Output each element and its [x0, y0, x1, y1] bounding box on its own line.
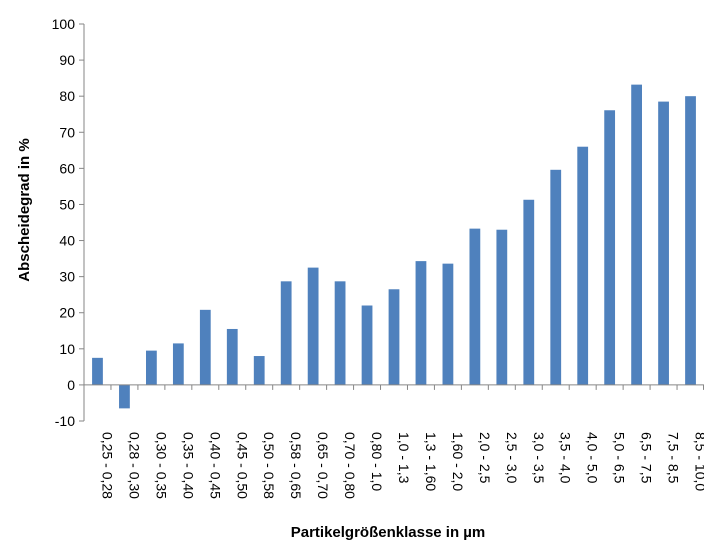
bar — [577, 146, 589, 385]
x-tick-label: 2,0 - 2,5 — [477, 432, 493, 484]
bar — [523, 199, 535, 385]
bar — [469, 228, 481, 385]
y-tick-label: 80 — [59, 88, 75, 104]
bar — [226, 328, 238, 385]
bar — [253, 356, 265, 385]
x-tick-label: 0,58 - 0,65 — [288, 432, 304, 499]
bar — [496, 229, 508, 385]
x-tick-label: 8,5 - 10,0 — [693, 432, 704, 491]
bar — [92, 357, 103, 385]
y-tick-label: 70 — [59, 124, 75, 140]
x-tick-label: 6,5 - 7,5 — [639, 432, 655, 484]
bar — [146, 350, 157, 385]
x-tick-label: 0,45 - 0,50 — [234, 432, 250, 499]
y-tick-label: 50 — [59, 196, 75, 212]
y-tick-label: 30 — [59, 269, 75, 285]
x-tick-label: 0,30 - 0,35 — [153, 432, 169, 499]
bar — [550, 169, 562, 385]
bar — [442, 263, 454, 385]
bar — [685, 96, 696, 385]
x-tick-label: 0,80 - 1,0 — [369, 432, 385, 491]
bar — [604, 110, 616, 385]
x-tick-label: 4,0 - 5,0 — [585, 432, 601, 484]
bar — [415, 261, 427, 385]
x-tick-label: 0,28 - 0,30 — [126, 432, 142, 499]
x-tick-label: 1,0 - 1,3 — [396, 432, 412, 484]
x-axis-title: Partikelgrößenklasse in µm — [291, 524, 486, 541]
x-tick-label: 3,0 - 3,5 — [531, 432, 547, 484]
y-tick-label: 20 — [59, 305, 75, 321]
x-tick-label: 0,65 - 0,70 — [315, 432, 331, 499]
bar — [172, 343, 184, 385]
y-tick-label: 60 — [59, 160, 75, 176]
x-tick-label: 0,70 - 0,80 — [342, 432, 358, 499]
x-tick-label: 3,5 - 4,0 — [558, 432, 574, 484]
y-tick-label: 0 — [67, 377, 75, 393]
y-tick-label: 10 — [59, 341, 75, 357]
bar — [361, 305, 373, 385]
bar — [199, 309, 211, 385]
x-tick-label: 1,3 - 1,60 — [423, 432, 439, 491]
x-tick-label: 0,35 - 0,40 — [180, 432, 196, 499]
bar — [119, 384, 130, 409]
x-tick-label: 0,25 - 0,28 — [99, 432, 115, 499]
y-axis: -10 0 10 20 30 40 50 60 70 80 90 100 — [52, 16, 85, 429]
x-tick-label: 0,40 - 0,45 — [207, 432, 223, 499]
y-tick-label: 90 — [59, 52, 75, 68]
x-tick-label: 0,50 - 0,58 — [261, 432, 277, 499]
bars — [92, 84, 696, 409]
x-tick-label: 7,5 - 8,5 — [666, 432, 682, 484]
bar — [307, 267, 319, 385]
x-axis: 0,25 - 0,28 0,28 - 0,30 0,30 - 0,35 0,35 - … — [83, 384, 704, 499]
bar — [658, 101, 669, 385]
x-tick-label: 1,60 - 2,0 — [450, 432, 466, 491]
bar — [280, 281, 292, 385]
y-tick-label: -10 — [55, 413, 75, 429]
bar — [388, 289, 400, 385]
y-axis-title: Abscheidegrad in % — [16, 138, 33, 281]
y-tick-label: 100 — [52, 16, 76, 32]
x-tick-label: 5,0 - 6,5 — [612, 432, 628, 484]
x-tick-label: 2,5 - 3,0 — [504, 432, 520, 484]
y-tick-label: 40 — [59, 233, 75, 249]
bar — [334, 281, 346, 385]
bar — [631, 84, 642, 385]
